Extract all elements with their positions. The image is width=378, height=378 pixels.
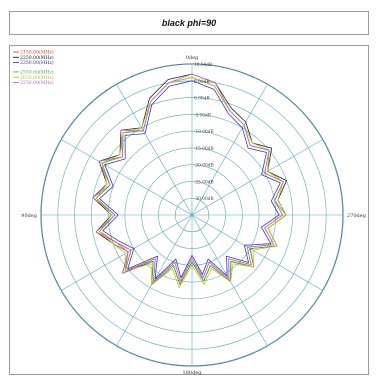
series-line-2 [99,80,281,280]
chart-title-box: black phi=90 [9,11,369,35]
legend-entry: 2750.00(MHz) [20,79,54,86]
series-line-0 [95,77,284,283]
grid-spoke [191,84,268,216]
chart-title: black phi=90 [161,18,217,28]
radial-tick-label: 0.00dB [194,97,209,102]
angle-label-top: 0deg [186,55,199,61]
legend-entry: 2350.00(MHz) [20,59,54,66]
radial-tick-label: -10.00dB [194,130,214,135]
grid-spoke [191,214,268,346]
grid-spoke [61,139,193,216]
legend-entry: 2150.00(MHz) [20,49,54,56]
radial-tick-label: 5.00dB [194,80,209,85]
radial-tick-label: 10.00dB [194,63,212,68]
legend-entry: 2550.00(MHz) [20,69,54,76]
radial-tick-label: -15.00dB [194,147,214,152]
radial-tick-label: -30.00dB [194,197,214,202]
series-line-4 [95,77,287,289]
plot-area: 10.00dB 5.00dB 0.00dB -5.00dB -10.00dB -15.00… [9,45,369,376]
polar-chart: 10.00dB 5.00dB 0.00dB -5.00dB -10.00dB -15.00… [13,49,367,376]
grid-spoke [116,214,193,346]
legend-entry: 2250.00(MHz) [20,54,54,61]
radial-tick-label: -5.00dB [194,113,211,118]
radial-tick-label: -20.00dB [194,164,214,169]
grid-spoke [61,214,193,291]
series-line-5 [92,73,284,283]
angle-label-right: 270deg [347,213,367,219]
legend-entry: 2650.00(MHz) [20,74,54,81]
grid-spoke [191,139,323,216]
grid-spoke [116,84,193,216]
angle-label-left: 90deg [21,213,38,219]
radial-tick-label: -25.00dB [194,180,214,185]
angle-label-bottom: 180deg [183,370,203,376]
grid-spoke [191,214,323,291]
